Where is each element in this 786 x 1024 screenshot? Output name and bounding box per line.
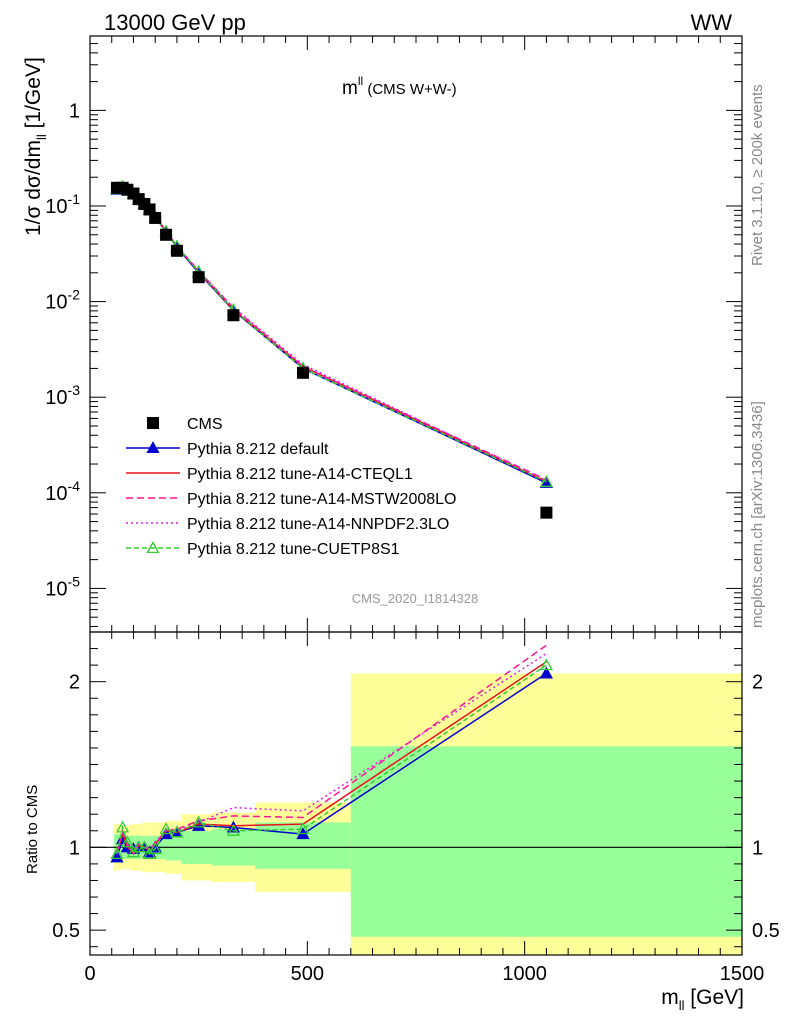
ratio-y-tick-label-left: 1 [69, 837, 80, 859]
legend-label-mstw: Pythia 8.212 tune-A14-MSTW2008LO [187, 491, 456, 508]
y-tick-label: 10-2 [45, 287, 80, 314]
legend: CMS Pythia 8.212 default Pythia 8.212 tune… [126, 416, 456, 558]
ratio-band-inner-12 [350, 746, 742, 937]
ratio-series-marker-cuetp8s1 [226, 823, 241, 836]
x-tick-label: 1000 [502, 963, 547, 985]
band-layer [90, 673, 742, 955]
ratio-series-marker-cuetp8s1 [539, 658, 554, 671]
ratio-series-marker-cuetp8s1 [115, 820, 130, 833]
ratio-series-marker-cuetp8s1 [137, 840, 151, 853]
cms-data-point [192, 271, 205, 284]
ratio-series-line-nnpdf [116, 652, 547, 855]
ratio-series-marker-cuetp8s1 [296, 822, 310, 835]
ratio-series-marker-cuetp8s1 [170, 825, 184, 838]
ratio-series-line-cuetp8s1 [116, 664, 547, 856]
ratio-series-marker-default [110, 850, 124, 863]
ratio-y-tick-label-right: 1 [752, 837, 763, 859]
ratio-y-tick-label-right: 2 [752, 672, 763, 694]
axes-layer: 0 500 1000 1500 10-5 10-4 10-3 10-2 10-1 1 0.5 0.5 1… [45, 35, 780, 985]
x-tick-label: 0 [84, 963, 95, 985]
legend-label-cms: CMS [187, 416, 223, 433]
ratio-series-marker-default [539, 666, 554, 679]
legend-marker-cuetp8s1 [146, 541, 160, 554]
cms-data-point [296, 366, 309, 379]
watermark: CMS_2020_I1814328 [352, 591, 479, 606]
series-layer [110, 179, 554, 863]
y-tick-label: 1 [69, 100, 80, 122]
legend-label-default: Pythia 8.212 default [187, 441, 329, 458]
main-series-line-default [116, 186, 547, 484]
cms-data-point [160, 228, 173, 241]
ratio-y-tick-label-left: 2 [69, 672, 80, 694]
x-tick-label: 1500 [720, 963, 765, 985]
y-tick-label: 10-1 [45, 191, 80, 218]
y-axis-label-main: 1/σ dσ/dmll [1/GeV] [22, 57, 49, 236]
y-tick-label: 10-5 [45, 573, 80, 600]
legend-marker-cms [147, 417, 159, 429]
ratio-series-marker-cuetp8s1 [192, 815, 206, 828]
main-series-line-mstw [116, 184, 547, 481]
side-label-bottom: mcplots.cern.ch [arXiv:1306.3436] [749, 401, 766, 628]
header-right: WW [690, 10, 732, 35]
header-left: 13000 GeV pp [104, 10, 246, 35]
x-axis-label: mll [GeV] [661, 986, 744, 1013]
legend-label-cuetp8s1: Pythia 8.212 tune-CUETP8S1 [187, 541, 400, 558]
y-axis-label-ratio: Ratio to CMS [24, 785, 41, 874]
plot-title: mll (CMS W+W-) [342, 74, 457, 99]
legend-label-cteql1: Pythia 8.212 tune-A14-CTEQL1 [187, 466, 413, 483]
y-tick-label: 10-4 [45, 478, 80, 505]
cms-data-point [227, 309, 240, 322]
y-tick-label: 10-3 [45, 382, 80, 409]
ratio-series-marker-cuetp8s1 [120, 835, 134, 848]
ratio-y-tick-label-left: 0.5 [52, 920, 80, 942]
cms-data-point [149, 211, 162, 224]
ratio-series-marker-cuetp8s1 [148, 842, 162, 855]
main-series-line-cuetp8s1 [116, 185, 547, 483]
legend-label-nnpdf: Pythia 8.212 tune-A14-NNPDF2.3LO [187, 516, 449, 533]
cms-data-point [540, 506, 553, 519]
ratio-y-tick-label-right: 0.5 [752, 920, 780, 942]
main-series-line-cteql1 [116, 185, 547, 483]
cms-data-point [170, 244, 183, 257]
x-tick-label: 500 [291, 963, 324, 985]
main-series-line-nnpdf [116, 185, 547, 482]
side-label-top: Rivet 3.1.10, ≥ 200k events [749, 84, 766, 266]
legend-marker-default [146, 441, 160, 454]
ratio-series-marker-cuetp8s1 [110, 847, 124, 860]
main-series-marker-cuetp8s1 [539, 475, 554, 487]
ratio-series-marker-cuetp8s1 [159, 822, 173, 835]
